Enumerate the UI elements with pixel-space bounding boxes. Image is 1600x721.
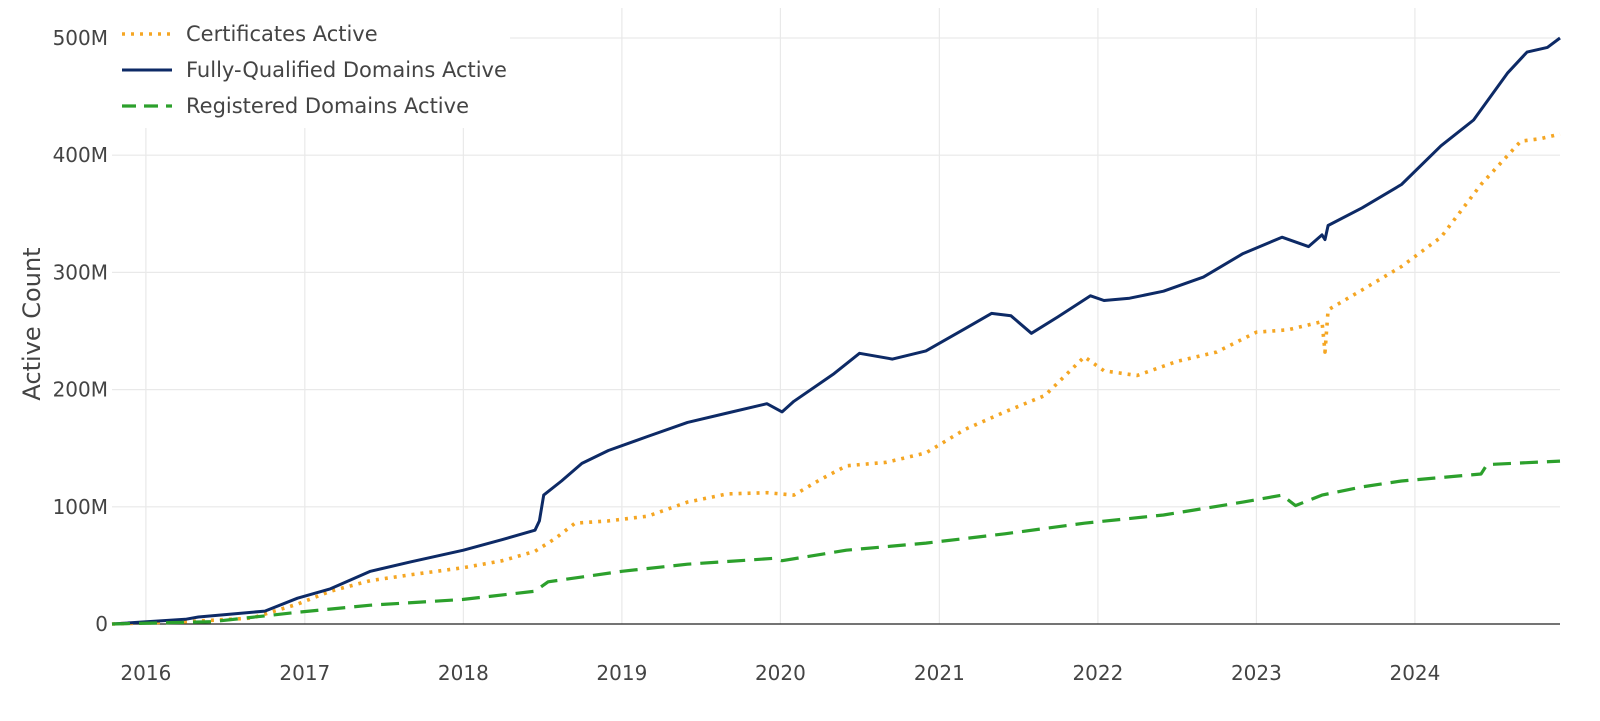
- legend-background: [110, 8, 510, 128]
- y-tick-label: 200M: [53, 378, 108, 402]
- x-tick-label: 2019: [596, 661, 647, 685]
- x-tick-label: 2024: [1389, 661, 1440, 685]
- y-tick-label: 300M: [53, 260, 108, 284]
- x-tick-label: 2018: [438, 661, 489, 685]
- x-tick-label: 2020: [755, 661, 806, 685]
- legend-item[interactable]: Certificates Active: [122, 22, 378, 46]
- y-tick-label: 0: [95, 612, 108, 636]
- x-tick-label: 2016: [120, 661, 171, 685]
- y-axis-title: Active Count: [18, 247, 46, 400]
- y-tick-label: 400M: [53, 143, 108, 167]
- y-tick-label: 100M: [53, 495, 108, 519]
- x-tick-label: 2023: [1231, 661, 1282, 685]
- series-line-2: [111, 459, 1561, 626]
- series-layer: [111, 36, 1561, 626]
- legend-label: Certificates Active: [186, 22, 378, 46]
- y-axis-ticks: 0 100M 200M 300M 400M 500M: [53, 26, 108, 636]
- series-line-1: [111, 36, 1561, 626]
- legend-item[interactable]: Registered Domains Active: [122, 94, 469, 118]
- legend[interactable]: Certificates Active Fully-Qualified Domai…: [110, 8, 510, 128]
- legend-label: Fully-Qualified Domains Active: [186, 58, 507, 82]
- legend-item[interactable]: Fully-Qualified Domains Active: [122, 58, 507, 82]
- legend-label: Registered Domains Active: [186, 94, 469, 118]
- y-tick-label: 500M: [53, 26, 108, 50]
- x-axis-ticks: 2016 2017 2018 2019 2020 2021 2022 2023 2024: [120, 661, 1440, 685]
- x-tick-label: 2017: [279, 661, 330, 685]
- x-tick-label: 2022: [1072, 661, 1123, 685]
- x-tick-label: 2021: [914, 661, 965, 685]
